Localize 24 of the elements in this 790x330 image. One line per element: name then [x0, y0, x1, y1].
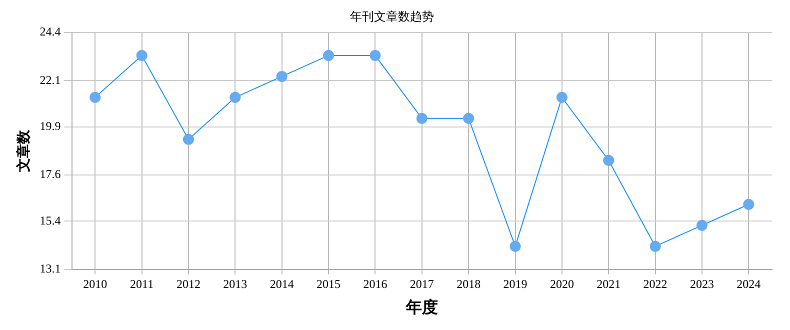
y-tick-label: 17.6 — [40, 167, 61, 182]
x-tick-label: 2012 — [176, 276, 200, 291]
x-tick-label: 2014 — [270, 276, 294, 291]
x-tick-label: 2010 — [83, 276, 108, 291]
x-tick-label: 2022 — [643, 276, 668, 291]
x-tick-label: 2024 — [736, 276, 761, 291]
y-axis-title: 文章数 — [15, 128, 32, 173]
x-axis-title: 年度 — [404, 298, 438, 317]
y-tick-label: 15.4 — [40, 213, 61, 228]
y-tick-label: 22.1 — [40, 72, 61, 87]
y-tick-label: 19.9 — [40, 118, 61, 133]
x-tick-label: 2017 — [410, 276, 434, 291]
x-tick-label: 2019 — [503, 276, 528, 291]
x-tick-label: 2016 — [363, 276, 388, 291]
x-tick-label: 2013 — [223, 276, 248, 291]
chart-title: 年刊文章数趋势 — [350, 9, 434, 24]
y-tick-label: 24.4 — [40, 24, 61, 39]
y-tick-label: 13.1 — [40, 262, 61, 276]
x-tick-label: 2011 — [130, 276, 154, 291]
x-tick-label: 2023 — [690, 276, 714, 291]
x-tick-label: 2018 — [456, 276, 481, 291]
x-tick-label: 2020 — [550, 276, 574, 291]
x-tick-label: 2015 — [316, 276, 341, 291]
x-tick-label: 2021 — [596, 276, 621, 291]
